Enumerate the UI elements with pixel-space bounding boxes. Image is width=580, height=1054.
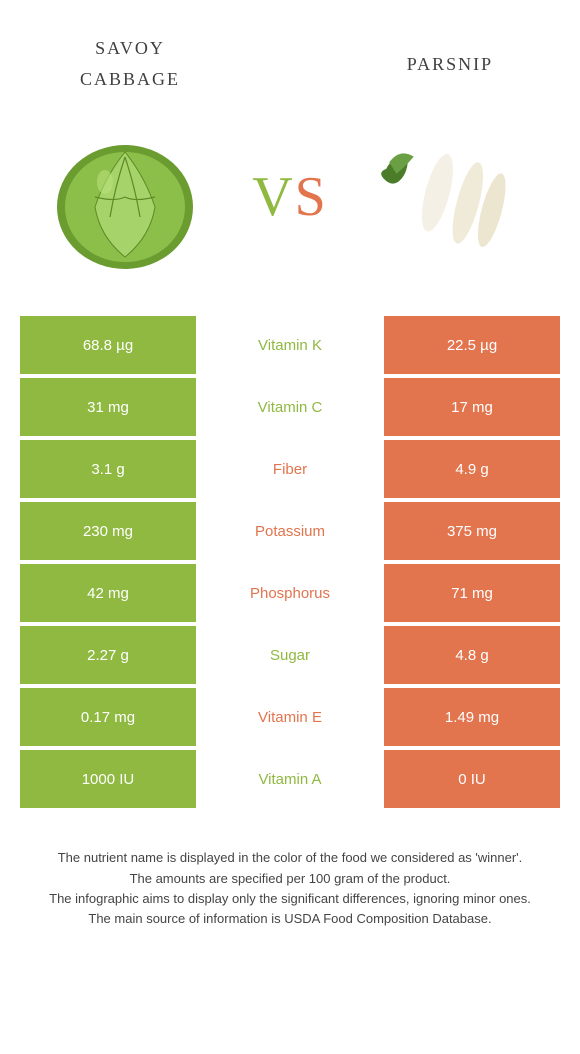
- nutrient-label: Fiber: [200, 440, 380, 498]
- right-value: 17 mg: [380, 378, 560, 436]
- right-value: 4.8 g: [380, 626, 560, 684]
- table-row: 2.27 gSugar4.8 g: [20, 622, 560, 684]
- left-food-title: savoy cabbage: [40, 30, 220, 92]
- right-food-image: [370, 112, 540, 282]
- nutrient-label: Phosphorus: [200, 564, 380, 622]
- nutrient-label: Vitamin A: [200, 750, 380, 808]
- right-value: 1.49 mg: [380, 688, 560, 746]
- nutrient-label: Vitamin C: [200, 378, 380, 436]
- left-food-image: [40, 112, 210, 282]
- vs-label: VS: [252, 165, 328, 229]
- footer-line-4: The main source of information is USDA F…: [20, 909, 560, 929]
- footer-line-1: The nutrient name is displayed in the co…: [20, 848, 560, 868]
- table-row: 230 mgPotassium375 mg: [20, 498, 560, 560]
- nutrient-label: Sugar: [200, 626, 380, 684]
- footer-line-2: The amounts are specified per 100 gram o…: [20, 869, 560, 889]
- nutrient-label: Vitamin E: [200, 688, 380, 746]
- left-food-line1: savoy: [40, 30, 220, 61]
- table-row: 3.1 gFiber4.9 g: [20, 436, 560, 498]
- footer-notes: The nutrient name is displayed in the co…: [0, 808, 580, 929]
- right-value: 4.9 g: [380, 440, 560, 498]
- table-row: 42 mgPhosphorus71 mg: [20, 560, 560, 622]
- table-row: 68.8 µgVitamin K22.5 µg: [20, 312, 560, 374]
- left-value: 1000 IU: [20, 750, 200, 808]
- left-value: 42 mg: [20, 564, 200, 622]
- comparison-table: 68.8 µgVitamin K22.5 µg31 mgVitamin C17 …: [20, 312, 560, 808]
- header: savoy cabbage parsnip: [0, 0, 580, 102]
- right-value: 22.5 µg: [380, 316, 560, 374]
- images-row: VS: [0, 102, 580, 312]
- right-value: 71 mg: [380, 564, 560, 622]
- left-food-line2: cabbage: [40, 61, 220, 92]
- left-value: 2.27 g: [20, 626, 200, 684]
- vs-s: S: [295, 166, 328, 228]
- table-row: 31 mgVitamin C17 mg: [20, 374, 560, 436]
- right-value: 375 mg: [380, 502, 560, 560]
- left-value: 3.1 g: [20, 440, 200, 498]
- table-row: 0.17 mgVitamin E1.49 mg: [20, 684, 560, 746]
- footer-line-3: The infographic aims to display only the…: [20, 889, 560, 909]
- nutrient-label: Potassium: [200, 502, 380, 560]
- table-row: 1000 IUVitamin A0 IU: [20, 746, 560, 808]
- left-value: 0.17 mg: [20, 688, 200, 746]
- nutrient-label: Vitamin K: [200, 316, 380, 374]
- left-value: 230 mg: [20, 502, 200, 560]
- left-value: 68.8 µg: [20, 316, 200, 374]
- right-food-title: parsnip: [360, 46, 540, 77]
- vs-v: V: [252, 166, 294, 228]
- left-value: 31 mg: [20, 378, 200, 436]
- right-food-line1: parsnip: [360, 46, 540, 77]
- right-value: 0 IU: [380, 750, 560, 808]
